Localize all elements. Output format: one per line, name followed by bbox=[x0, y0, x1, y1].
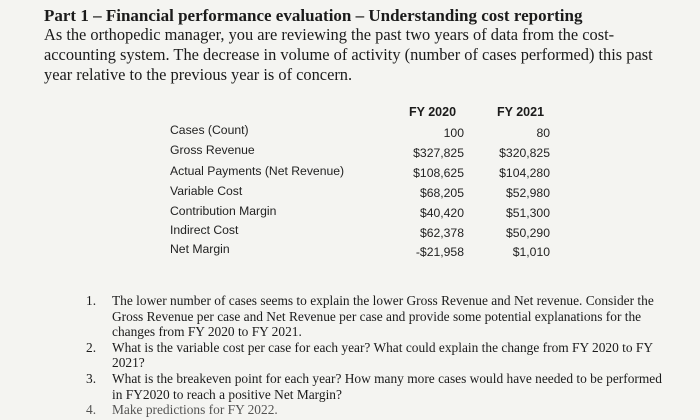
row-label: Variable Cost bbox=[170, 184, 243, 198]
row-label: Actual Payments (Net Revenue) bbox=[170, 164, 345, 178]
row-label: Indirect Cost bbox=[170, 223, 239, 237]
question-list: 1. The lower number of cases seems to ex… bbox=[86, 293, 666, 418]
cell-fy2020: $108,625 bbox=[413, 166, 464, 180]
question-item: 4. Make predictions for FY 2022. bbox=[86, 402, 666, 418]
column-header-fy2020: FY 2020 bbox=[409, 105, 457, 119]
cell-fy2021: $104,280 bbox=[499, 166, 550, 180]
question-number: 3. bbox=[86, 370, 97, 386]
cell-fy2021: $52,980 bbox=[505, 186, 550, 200]
cell-fy2020: $40,420 bbox=[419, 206, 464, 220]
cell-fy2021: $320,825 bbox=[499, 146, 550, 160]
question-text: What is the breakeven point for each yea… bbox=[112, 370, 662, 402]
cell-fy2021: $51,300 bbox=[505, 206, 550, 220]
cell-fy2021: $1,010 bbox=[512, 245, 550, 259]
row-label: Gross Revenue bbox=[170, 143, 255, 157]
question-number: 1. bbox=[86, 293, 97, 308]
intro-paragraph: As the orthopedic manager, you are revie… bbox=[44, 25, 653, 84]
cell-fy2021: $50,290 bbox=[505, 226, 550, 240]
column-header-fy2021: FY 2021 bbox=[497, 105, 545, 119]
cell-fy2020: -$21,958 bbox=[415, 245, 464, 259]
cell-fy2020: $68,205 bbox=[419, 186, 464, 200]
question-item: 3. What is the breakeven point for each … bbox=[86, 371, 666, 402]
cell-fy2020: 100 bbox=[443, 126, 464, 140]
question-text: The lower number of cases seems to expla… bbox=[112, 293, 654, 340]
question-text: What is the variable cost per case for e… bbox=[112, 339, 653, 371]
cell-fy2021: 80 bbox=[536, 126, 550, 140]
cell-fy2020: $327,825 bbox=[413, 146, 464, 160]
section-title: Part 1 – Financial performance evaluatio… bbox=[44, 6, 583, 25]
cell-fy2020: $62,378 bbox=[419, 226, 464, 240]
question-item: 2. What is the variable cost per case fo… bbox=[86, 340, 666, 371]
question-number: 4. bbox=[86, 402, 97, 418]
question-item: 1. The lower number of cases seems to ex… bbox=[86, 293, 666, 340]
row-label: Cases (Count) bbox=[170, 123, 249, 137]
question-text: Make predictions for FY 2022. bbox=[112, 402, 278, 418]
question-number: 2. bbox=[86, 339, 97, 355]
row-label: Contribution Margin bbox=[170, 204, 277, 218]
row-label: Net Margin bbox=[170, 242, 230, 256]
